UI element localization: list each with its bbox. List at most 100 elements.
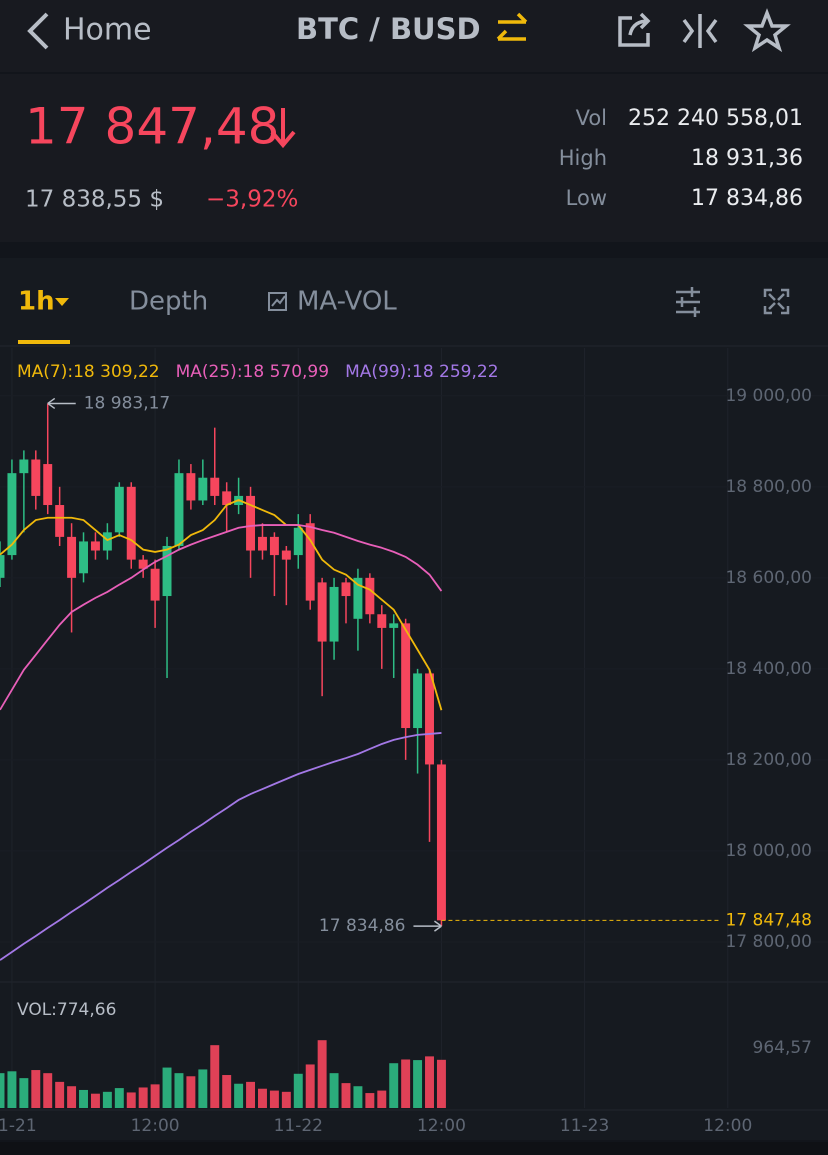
volume-bar (341, 1083, 351, 1108)
candle-body (31, 459, 41, 496)
volume-bar (114, 1088, 124, 1108)
y-tick-label: 17 800,00 (725, 932, 812, 952)
volume-bar (246, 1081, 256, 1108)
volume-bar (353, 1086, 363, 1108)
candle-body (305, 523, 315, 601)
tab-depth[interactable]: Depth (129, 287, 208, 317)
x-tick-label: 11-22 (274, 1116, 323, 1136)
legend-entry: MA(7):18 309,22 (17, 362, 160, 382)
x-tick-label: 12:00 (417, 1116, 466, 1136)
candle-body (67, 536, 77, 578)
volume-bar (258, 1088, 267, 1108)
volume-bar (198, 1069, 208, 1108)
volume-bar (234, 1083, 244, 1108)
annotation-arrow (413, 920, 442, 932)
stat-label: Low (566, 186, 607, 210)
back-icon[interactable] (27, 12, 49, 50)
stat-value: 17 834,86 (691, 186, 803, 211)
last-price: 17 847,48 (25, 98, 279, 156)
back-label[interactable]: Home (63, 13, 152, 48)
candle-body (425, 673, 434, 765)
volume-bar (43, 1073, 53, 1108)
candle-body (222, 491, 232, 506)
star-icon[interactable] (743, 8, 791, 53)
candle-body (389, 623, 399, 628)
legend-entry: MA(99):18 259,22 (345, 362, 498, 382)
down-arrow-icon (270, 108, 296, 149)
ma-line (0, 732, 442, 961)
annotation-label: 18 983,17 (84, 393, 171, 413)
candle-body (353, 577, 363, 619)
candle-body (436, 764, 446, 921)
swap-icon[interactable] (496, 12, 528, 41)
volume-bar (305, 1064, 315, 1108)
candle-body (269, 536, 279, 556)
candle-body (401, 623, 411, 729)
settings-icon[interactable] (676, 287, 700, 317)
change-percent: −3,92% (206, 187, 298, 213)
volume-title: VOL:774,66 (17, 1000, 116, 1020)
volume-bar (55, 1081, 65, 1108)
candle-body (162, 545, 172, 597)
share-icon[interactable] (618, 12, 651, 47)
candle-body (138, 559, 148, 569)
candle-body (0, 555, 5, 578)
volume-bar (317, 1040, 327, 1108)
volume-bar (186, 1076, 196, 1108)
candle-body (126, 486, 136, 560)
volume-bar (67, 1086, 77, 1108)
annotation-label: 17 834,86 (319, 916, 406, 936)
pair-title: BTC / BUSD (296, 12, 481, 46)
volume-bar (31, 1070, 41, 1108)
ticker-panel (0, 74, 828, 242)
volume-bar (436, 1059, 446, 1108)
compare-icon[interactable] (682, 14, 718, 48)
volume-bar (174, 1073, 184, 1108)
x-tick-label: 12:00 (131, 1116, 180, 1136)
y-tick-label: 18 000,00 (725, 841, 812, 861)
candle-body (186, 473, 196, 501)
candle-body (102, 532, 112, 551)
fullscreen-icon[interactable] (763, 288, 790, 315)
ma-line (0, 499, 443, 711)
volume-bar (293, 1073, 303, 1108)
y-tick-label: 18 600,00 (725, 568, 812, 588)
tab-ma-vol[interactable]: MA-VOL (297, 287, 397, 317)
candle-body (210, 477, 220, 496)
volume-bar (365, 1093, 375, 1108)
candle-body (377, 614, 387, 628)
stat-label: Vol (576, 106, 607, 130)
candle-body (174, 473, 184, 546)
y-tick-label: 18 800,00 (725, 477, 812, 497)
candle-body (43, 464, 53, 506)
legend-entry: MA(25):18 570,99 (176, 362, 329, 382)
volume-bar (413, 1060, 423, 1108)
stat-label: High (559, 146, 607, 170)
candle-body (198, 477, 208, 501)
x-tick-label: 12:00 (703, 1116, 752, 1136)
volume-bar (269, 1090, 279, 1108)
candle-body (246, 495, 256, 551)
stat-value: 18 931,36 (691, 146, 803, 171)
candle-body (90, 541, 100, 551)
volume-bar (377, 1090, 387, 1108)
x-tick-label: 11-21 (0, 1116, 37, 1136)
volume-bar (401, 1059, 411, 1108)
tab-interval[interactable]: 1h (18, 287, 55, 317)
volume-bar (389, 1063, 399, 1108)
candle-body (317, 582, 327, 642)
x-tick-label: 11-23 (560, 1116, 609, 1136)
y-tick-label: 18 400,00 (725, 659, 812, 679)
candle-body (19, 459, 29, 474)
volume-bar (126, 1092, 136, 1108)
volume-tick-label: 964,57 (753, 1038, 812, 1058)
volume-bar (138, 1087, 148, 1108)
volume-bar (0, 1073, 5, 1108)
bottom-strip (0, 1142, 828, 1155)
stat-value: 252 240 558,01 (628, 106, 803, 131)
candle-body (79, 541, 88, 574)
candle-body (281, 550, 291, 560)
dropdown-icon (55, 298, 69, 306)
